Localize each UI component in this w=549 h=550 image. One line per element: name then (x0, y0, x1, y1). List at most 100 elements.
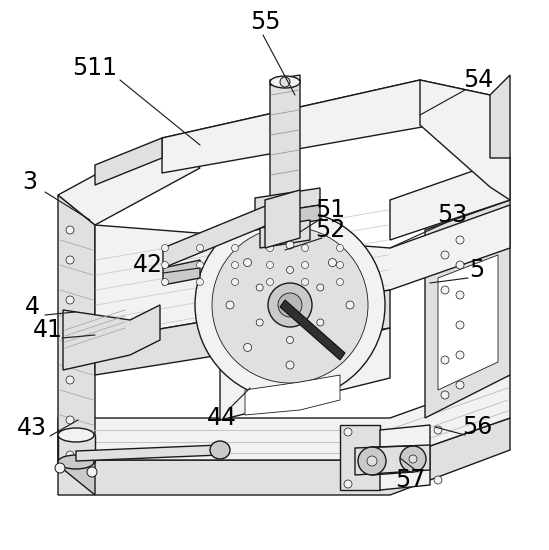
Text: 41: 41 (33, 318, 63, 342)
Polygon shape (63, 305, 160, 370)
Circle shape (266, 261, 273, 268)
Circle shape (280, 77, 290, 87)
Circle shape (434, 426, 442, 434)
Ellipse shape (270, 76, 300, 88)
Circle shape (441, 356, 449, 364)
Polygon shape (162, 80, 420, 158)
Text: 5: 5 (469, 258, 485, 282)
Circle shape (301, 261, 309, 268)
Polygon shape (420, 80, 510, 200)
Circle shape (409, 455, 417, 463)
Circle shape (266, 245, 273, 251)
Circle shape (66, 336, 74, 344)
Circle shape (232, 261, 238, 268)
Circle shape (456, 381, 464, 389)
Circle shape (212, 227, 368, 383)
Circle shape (286, 361, 294, 369)
Circle shape (226, 301, 234, 309)
Text: 511: 511 (72, 56, 117, 80)
Polygon shape (390, 158, 510, 240)
Circle shape (287, 267, 294, 273)
Polygon shape (95, 290, 390, 375)
Circle shape (328, 258, 337, 267)
Text: 51: 51 (315, 198, 345, 222)
Polygon shape (220, 328, 390, 420)
Polygon shape (355, 445, 430, 475)
Polygon shape (163, 260, 200, 285)
Circle shape (66, 296, 74, 304)
Text: 56: 56 (462, 415, 492, 439)
Circle shape (55, 463, 65, 473)
Polygon shape (255, 205, 320, 230)
Polygon shape (95, 205, 510, 340)
Text: 3: 3 (23, 170, 37, 194)
Circle shape (317, 319, 324, 326)
Circle shape (66, 451, 74, 459)
Polygon shape (490, 75, 510, 158)
Polygon shape (270, 75, 300, 85)
Circle shape (161, 261, 169, 268)
Circle shape (317, 284, 324, 291)
Text: 42: 42 (133, 253, 163, 277)
Circle shape (456, 261, 464, 269)
Text: 43: 43 (17, 416, 47, 440)
Circle shape (358, 447, 386, 475)
Circle shape (337, 278, 344, 285)
Circle shape (66, 226, 74, 234)
Circle shape (346, 301, 354, 309)
Polygon shape (380, 425, 430, 490)
Ellipse shape (210, 441, 230, 459)
Polygon shape (265, 190, 300, 248)
Text: 4: 4 (25, 295, 40, 319)
Circle shape (456, 236, 464, 244)
Circle shape (244, 343, 251, 351)
Polygon shape (58, 418, 510, 495)
Circle shape (256, 319, 263, 326)
Polygon shape (260, 220, 310, 248)
Polygon shape (58, 375, 510, 460)
Text: 54: 54 (463, 68, 493, 92)
Circle shape (286, 241, 294, 249)
Circle shape (441, 251, 449, 259)
Polygon shape (95, 138, 162, 185)
Circle shape (337, 261, 344, 268)
Polygon shape (58, 195, 95, 460)
Circle shape (197, 278, 204, 285)
Polygon shape (425, 200, 510, 418)
Polygon shape (76, 445, 220, 461)
Circle shape (400, 446, 426, 472)
Circle shape (232, 245, 238, 251)
Polygon shape (270, 80, 300, 200)
Circle shape (66, 376, 74, 384)
Text: 57: 57 (395, 468, 425, 492)
Polygon shape (280, 300, 345, 360)
Text: 55: 55 (250, 10, 280, 34)
Circle shape (301, 245, 309, 251)
Circle shape (367, 456, 377, 466)
Circle shape (244, 258, 251, 267)
Circle shape (266, 278, 273, 285)
Circle shape (328, 343, 337, 351)
Circle shape (344, 480, 352, 488)
Polygon shape (162, 80, 490, 173)
Circle shape (441, 286, 449, 294)
Circle shape (301, 278, 309, 285)
Circle shape (441, 391, 449, 399)
Polygon shape (58, 138, 200, 225)
Text: 44: 44 (207, 406, 237, 430)
Circle shape (456, 291, 464, 299)
Polygon shape (163, 200, 280, 268)
Polygon shape (58, 430, 95, 495)
Polygon shape (245, 375, 340, 415)
Circle shape (456, 321, 464, 329)
Circle shape (66, 416, 74, 424)
Circle shape (87, 467, 97, 477)
Text: 53: 53 (437, 203, 467, 227)
Circle shape (195, 210, 385, 400)
Circle shape (337, 245, 344, 251)
Polygon shape (340, 425, 380, 490)
Circle shape (161, 245, 169, 251)
Circle shape (256, 284, 263, 291)
Circle shape (197, 245, 204, 251)
Circle shape (456, 351, 464, 359)
